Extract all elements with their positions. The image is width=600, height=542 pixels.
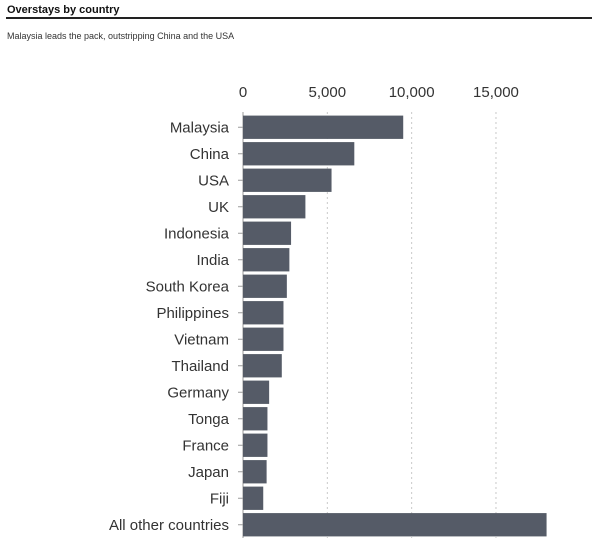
category-label: Fiji	[210, 490, 229, 507]
bar	[243, 407, 268, 431]
bar	[243, 221, 292, 245]
category-label: Philippines	[156, 305, 229, 322]
bar	[243, 142, 355, 166]
category-label: All other countries	[109, 517, 229, 534]
chart-title: Overstays by country	[7, 4, 120, 16]
category-label: Japan	[188, 464, 229, 481]
category-label: Thailand	[171, 358, 229, 375]
category-label: UK	[208, 199, 229, 216]
category-label: Tonga	[188, 411, 230, 428]
x-tick-label: 0	[239, 84, 247, 101]
bar	[243, 433, 268, 457]
bar	[243, 168, 332, 192]
bar	[243, 301, 284, 325]
category-label: France	[182, 437, 229, 454]
category-label: Indonesia	[164, 225, 230, 242]
category-label: Germany	[167, 384, 229, 401]
category-label: USA	[198, 172, 229, 189]
category-label: South Korea	[146, 278, 230, 295]
bar	[243, 195, 306, 219]
title-rule	[6, 17, 592, 19]
bar	[243, 380, 270, 404]
bar	[243, 354, 282, 378]
chart-subtitle: Malaysia leads the pack, outstripping Ch…	[7, 31, 235, 41]
category-label: Malaysia	[170, 119, 230, 136]
x-tick-label: 5,000	[309, 84, 347, 101]
category-label: China	[190, 146, 230, 163]
bar	[243, 513, 547, 537]
x-tick-label: 10,000	[389, 84, 435, 101]
category-label: India	[196, 252, 229, 269]
x-tick-label: 15,000	[473, 84, 519, 101]
bar	[243, 248, 290, 272]
category-label: Vietnam	[174, 331, 229, 348]
bar	[243, 115, 404, 139]
bar	[243, 486, 264, 510]
bar	[243, 274, 287, 298]
bar	[243, 460, 267, 484]
bar	[243, 327, 284, 351]
